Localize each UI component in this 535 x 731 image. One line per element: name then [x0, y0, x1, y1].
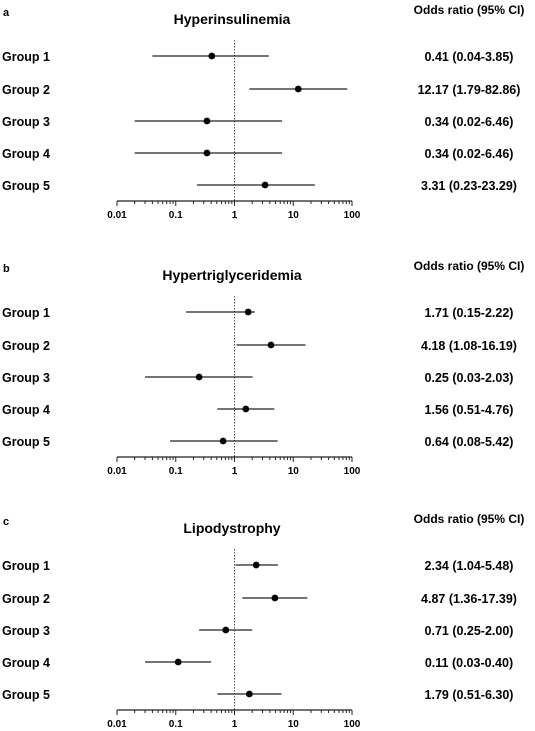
- odds-ratio-point: [203, 117, 211, 125]
- odds-ratio-point: [244, 308, 252, 316]
- odds-ratio-value: 2.34 (1.04-5.48): [425, 559, 514, 573]
- x-tick-label: 10: [288, 210, 300, 221]
- odds-ratio-value: 0.25 (0.03-2.03): [425, 371, 514, 385]
- x-tick-label: 100: [344, 719, 361, 730]
- odds-ratio-point: [242, 405, 250, 413]
- odds-ratio-point: [219, 437, 227, 445]
- odds-ratio-value: 1.71 (0.15-2.22): [425, 306, 514, 320]
- odds-ratio-value: 0.71 (0.25-2.00): [425, 624, 514, 638]
- group-label: Group 5: [2, 435, 50, 449]
- forest-panel-c: c Lipodystrophy Odds ratio (95% CI) 0.01 0.1…: [2, 512, 524, 730]
- x-tick-label: 0.01: [107, 466, 127, 477]
- x-tick-label: 0.01: [107, 210, 127, 221]
- x-tick-label: 1: [232, 719, 238, 730]
- odds-ratio-point: [252, 561, 260, 569]
- x-tick-label: 10: [288, 466, 300, 477]
- odds-ratio-header: Odds ratio (95% CI): [414, 259, 525, 273]
- odds-ratio-value: 4.87 (1.36-17.39): [421, 592, 517, 606]
- panel-letter: c: [3, 516, 9, 528]
- group-label: Group 2: [2, 83, 50, 97]
- x-tick-label: 0.1: [169, 466, 183, 477]
- odds-ratio-value: 0.64 (0.08-5.42): [425, 435, 514, 449]
- odds-ratio-point: [203, 149, 211, 157]
- odds-ratio-value: 4.18 (1.08-16.19): [421, 339, 517, 353]
- forest-panel-b: b Hypertriglyceridemia Odds ratio (95% CI)…: [2, 259, 524, 477]
- odds-ratio-value: 0.34 (0.02-6.46): [425, 147, 514, 161]
- group-label: Group 3: [2, 371, 50, 385]
- odds-ratio-header: Odds ratio (95% CI): [414, 3, 525, 17]
- x-tick-label: 10: [288, 719, 300, 730]
- odds-ratio-point: [245, 690, 253, 698]
- panel-letter: b: [3, 263, 10, 275]
- group-label: Group 2: [2, 592, 50, 606]
- odds-ratio-value: 0.11 (0.03-0.40): [425, 656, 513, 670]
- x-tick-label: 1: [232, 466, 238, 477]
- x-tick-label: 0.1: [169, 719, 183, 730]
- odds-ratio-value: 3.31 (0.23-23.29): [421, 179, 517, 193]
- group-label: Group 4: [2, 147, 50, 161]
- group-label: Group 1: [2, 50, 50, 64]
- odds-ratio-point: [222, 626, 230, 634]
- x-tick-label: 100: [344, 466, 361, 477]
- group-label: Group 5: [2, 688, 50, 702]
- group-label: Group 3: [2, 115, 50, 129]
- panel-title: Lipodystrophy: [183, 520, 280, 536]
- x-tick-label: 0.1: [169, 210, 183, 221]
- panel-title: Hypertriglyceridemia: [162, 267, 301, 283]
- forest-panel-a: a Hyperinsulinemia Odds ratio (95% CI) 0.01…: [2, 3, 524, 221]
- group-label: Group 2: [2, 339, 50, 353]
- odds-ratio-value: 0.34 (0.02-6.46): [425, 115, 514, 129]
- odds-ratio-point: [267, 341, 275, 349]
- odds-ratio-point: [261, 181, 269, 189]
- odds-ratio-point: [195, 373, 203, 381]
- x-tick-label: 1: [232, 210, 238, 221]
- odds-ratio-point: [174, 658, 182, 666]
- odds-ratio-point: [294, 85, 302, 93]
- odds-ratio-point: [208, 52, 216, 60]
- group-label: Group 4: [2, 403, 50, 417]
- group-label: Group 5: [2, 179, 50, 193]
- group-label: Group 3: [2, 624, 50, 638]
- odds-ratio-header: Odds ratio (95% CI): [414, 512, 525, 526]
- group-label: Group 1: [2, 559, 50, 573]
- panel-title: Hyperinsulinemia: [174, 11, 291, 27]
- odds-ratio-value: 0.41 (0.04-3.85): [425, 50, 514, 64]
- odds-ratio-value: 12.17 (1.79-82.86): [418, 83, 521, 97]
- x-tick-label: 100: [344, 210, 361, 221]
- odds-ratio-value: 1.56 (0.51-4.76): [425, 403, 514, 417]
- x-tick-label: 0.01: [107, 719, 127, 730]
- group-label: Group 1: [2, 306, 50, 320]
- odds-ratio-value: 1.79 (0.51-6.30): [425, 688, 514, 702]
- odds-ratio-point: [271, 594, 279, 602]
- group-label: Group 4: [2, 656, 50, 670]
- panel-letter: a: [3, 7, 10, 19]
